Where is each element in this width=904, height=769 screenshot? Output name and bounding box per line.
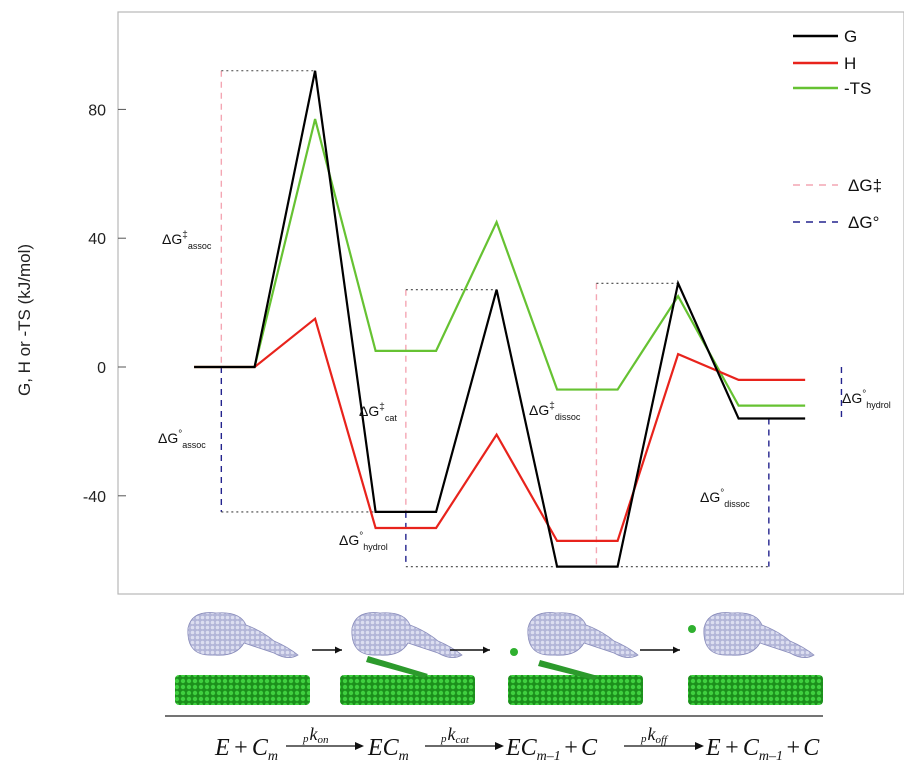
product-fragment [688, 625, 696, 633]
substrate-chain [366, 656, 428, 678]
substrate-chain [538, 660, 598, 680]
reaction-equation: E + Cm pkon ECm pkcat ECm–1+C pkoff E + Cm–1… [214, 724, 820, 764]
arrow-off-head [695, 742, 704, 750]
legend-label-ts: -TS [844, 79, 871, 98]
y-tick-label: 40 [88, 231, 106, 248]
legend-label-dg-standard: ΔG° [848, 213, 879, 232]
legend-label-g: G [844, 27, 857, 46]
enzyme [703, 612, 815, 658]
rate-k-cat: pkcat [440, 724, 470, 746]
series-line-h [194, 316, 806, 542]
legend-label-h: H [844, 54, 856, 73]
annotation-dg-dagger-cat: ΔG‡cat [359, 402, 397, 423]
y-tick-label: 0 [97, 360, 106, 377]
state-enzyme-bound [340, 612, 475, 705]
state-released [688, 612, 823, 705]
arrow-1-head [335, 646, 342, 654]
y-tick-label: -40 [83, 489, 106, 506]
enzyme [187, 612, 299, 658]
arrow-3-head [673, 646, 680, 654]
legend-label-dg-double-dagger: ΔG‡ [848, 176, 882, 195]
equation-right: E + Cm–1+C [705, 735, 820, 764]
filament [508, 675, 643, 705]
y-axis: -40 0 40 80 [83, 102, 126, 506]
enzyme [351, 612, 463, 658]
annotations: ΔG‡assoc ΔG°assoc ΔG‡cat ΔG°hydrol ΔG‡di… [158, 230, 891, 552]
enzyme [527, 612, 639, 658]
series-line-ts [194, 118, 806, 407]
series-line-g [194, 70, 806, 568]
state-enzyme-free [175, 612, 310, 705]
series-lines [194, 70, 806, 568]
annotation-dg-standard-hydrol-right: ΔG°hydrol [842, 389, 891, 410]
annotation-dg-dagger-assoc: ΔG‡assoc [162, 230, 212, 251]
annotation-dg-standard-hydrol: ΔG°hydrol [339, 531, 388, 552]
filament [175, 675, 310, 705]
annotation-dg-dagger-dissoc: ΔG‡dissoc [529, 401, 581, 422]
annotation-dg-standard-dissoc: ΔG°dissoc [700, 488, 750, 509]
filament [340, 675, 475, 705]
state-cleaved [508, 612, 643, 705]
annotation-dg-standard-assoc: ΔG°assoc [158, 429, 206, 450]
arrow-cat-head [495, 742, 504, 750]
equation-left: E + Cm [214, 735, 278, 764]
legend: G H -TS ΔG‡ ΔG° [793, 27, 882, 232]
arrow-2-head [483, 646, 490, 654]
plot-frame [117, 11, 904, 595]
product-fragment [510, 648, 518, 656]
rate-k-on: pkon [302, 724, 329, 746]
arrow-on-head [355, 742, 364, 750]
y-tick-label: 80 [88, 102, 106, 119]
equation-ec-m-minus-1: ECm–1+C [505, 735, 598, 764]
mechanism-illustration [165, 612, 823, 717]
rate-k-off: pkoff [640, 724, 669, 746]
filament [688, 675, 823, 705]
equation-ec-m: ECm [367, 735, 409, 764]
y-axis-label: G, H or -TS (kJ/mol) [15, 244, 34, 396]
